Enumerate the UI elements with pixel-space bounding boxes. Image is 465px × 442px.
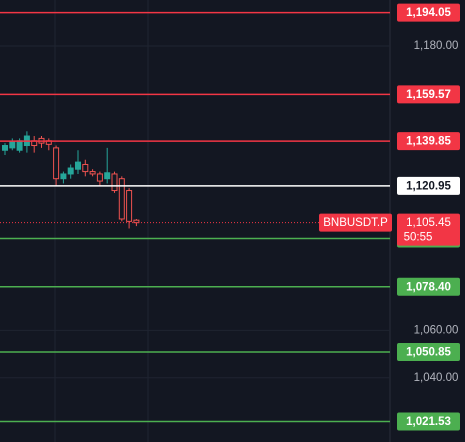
price-label-box <box>397 412 460 431</box>
y-tick-label: 1,060.00 <box>414 324 459 336</box>
last-price-label: 1,105.45 <box>406 217 451 229</box>
price-label: 1,139.85 <box>406 136 451 148</box>
candle-body <box>67 167 74 175</box>
price-label: 1,050.85 <box>406 347 451 359</box>
candle-body <box>53 147 60 180</box>
candle-body <box>118 178 125 220</box>
price-label-box <box>397 132 460 151</box>
last-price-box <box>397 213 460 246</box>
candle-body <box>96 173 103 182</box>
candle-body <box>89 171 96 175</box>
candle-body <box>126 190 133 222</box>
candle-body <box>104 172 111 180</box>
price-label-box <box>397 176 460 195</box>
candle-body <box>2 145 8 151</box>
price-label: 1,159.57 <box>406 89 451 101</box>
candle-body <box>133 219 140 224</box>
symbol-label: BNBUSDT.P <box>323 217 388 229</box>
y-tick-label: 1,040.00 <box>414 372 459 384</box>
candle-body <box>111 173 118 192</box>
price-label-box <box>397 277 460 296</box>
countdown-label: 50:55 <box>404 232 433 244</box>
candle-body <box>82 163 89 173</box>
price-label: 1,194.05 <box>406 7 451 19</box>
symbol-box <box>319 213 392 232</box>
y-tick-label: 1,180.00 <box>414 40 459 52</box>
price-label-box <box>397 3 460 22</box>
candle-body <box>9 141 16 149</box>
candle-body <box>60 173 67 180</box>
price-label-box <box>397 85 460 104</box>
price-label: 1,021.53 <box>406 416 451 428</box>
price-label: 1,120.95 <box>406 180 451 192</box>
candle-body <box>75 161 81 170</box>
price-label: 1,078.40 <box>406 281 451 293</box>
price-label-box <box>397 343 460 362</box>
candle-body <box>16 140 23 151</box>
